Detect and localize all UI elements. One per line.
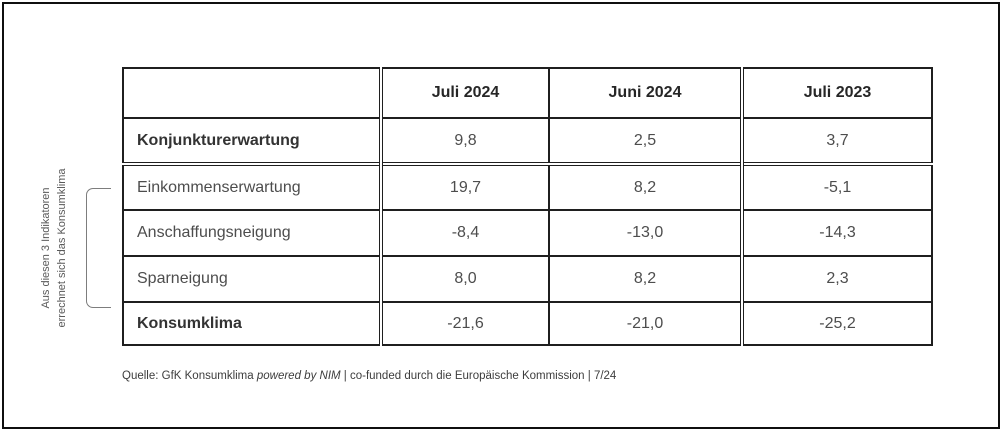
row-label: Einkommenserwartung	[122, 162, 382, 211]
source-italic: powered by NIM	[256, 370, 341, 382]
header-juli-2023: Juli 2023	[740, 67, 933, 119]
cell-value: 2,3	[740, 255, 933, 303]
header-juli-2024: Juli 2024	[379, 67, 550, 119]
cell-value: -25,2	[740, 301, 933, 346]
row-label: Konsumklima	[122, 301, 382, 346]
cell-value: -8,4	[379, 209, 550, 257]
table-row-einkommenserwartung: Einkommenserwartung 19,7 8,2 -5,1	[122, 162, 933, 211]
cell-value: -5,1	[740, 162, 933, 211]
cell-value: 8,0	[379, 255, 550, 303]
row-label: Sparneigung	[122, 255, 382, 303]
header-empty-cell	[122, 67, 382, 119]
indicator-bracket	[86, 188, 111, 308]
konsumklima-table: Juli 2024 Juni 2024 Juli 2023 Konjunktur…	[122, 67, 933, 346]
cell-value: 9,8	[379, 117, 550, 165]
source-line: Quelle: GfK Konsumklima powered by NIM |…	[122, 370, 616, 382]
header-juni-2024: Juni 2024	[548, 67, 743, 119]
table-row-anschaffungsneigung: Anschaffungsneigung -8,4 -13,0 -14,3	[122, 209, 933, 257]
cell-value: 2,5	[548, 117, 743, 165]
cell-value: -14,3	[740, 209, 933, 257]
cell-value: 8,2	[548, 162, 743, 211]
source-suffix: | co-funded durch die Europäische Kommis…	[340, 370, 617, 382]
table-row-konsumklima: Konsumklima -21,6 -21,0 -25,2	[122, 301, 933, 346]
side-annotation-line2: errechnet sich das Konsumklima	[56, 168, 68, 328]
cell-value: 8,2	[548, 255, 743, 303]
cell-value: 3,7	[740, 117, 933, 165]
table-row-sparneigung: Sparneigung 8,0 8,2 2,3	[122, 255, 933, 303]
source-prefix: Quelle: GfK Konsumklima	[122, 370, 257, 382]
cell-value: -13,0	[548, 209, 743, 257]
side-annotation: Aus diesen 3 Indikatoren errechnet sich …	[38, 153, 72, 343]
cell-value: 19,7	[379, 162, 550, 211]
cell-value: -21,0	[548, 301, 743, 346]
row-label: Konjunkturerwartung	[122, 117, 382, 165]
header-row: Juli 2024 Juni 2024 Juli 2023	[122, 67, 933, 119]
side-annotation-line1: Aus diesen 3 Indikatoren	[40, 187, 52, 309]
row-label: Anschaffungsneigung	[122, 209, 382, 257]
table-row-konjunkturerwartung: Konjunkturerwartung 9,8 2,5 3,7	[122, 117, 933, 165]
cell-value: -21,6	[379, 301, 550, 346]
